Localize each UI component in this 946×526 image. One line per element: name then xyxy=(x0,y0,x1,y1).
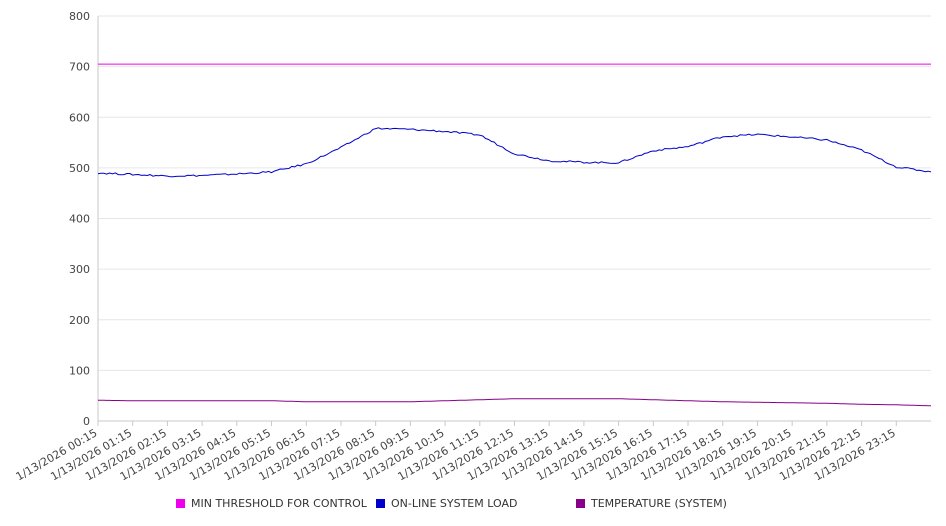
y-tick-label: 600 xyxy=(69,111,90,124)
x-tick-labels: 1/13/2026 00:151/13/2026 01:151/13/2026 … xyxy=(14,426,898,483)
legend-item-min-threshold[interactable]: MIN THRESHOLD FOR CONTROL xyxy=(176,497,367,510)
legend-swatch-online-system-load xyxy=(376,499,385,508)
axes xyxy=(97,16,931,426)
y-tick-label: 700 xyxy=(69,61,90,74)
y-tick-labels: 0 100 200 300 400 500 600 700 800 xyxy=(69,10,90,428)
y-tick-label: 0 xyxy=(83,415,90,428)
legend-item-temperature[interactable]: TEMPERATURE (SYSTEM) xyxy=(576,497,727,510)
series-line-on-line-system-load xyxy=(97,127,932,178)
series-lines xyxy=(97,63,932,407)
legend-label-online-system-load: ON-LINE SYSTEM LOAD xyxy=(391,497,518,510)
grid-lines xyxy=(98,15,931,371)
y-tick-label: 200 xyxy=(69,314,90,327)
legend: MIN THRESHOLD FOR CONTROL ON-LINE SYSTEM… xyxy=(0,497,946,515)
legend-label-min-threshold: MIN THRESHOLD FOR CONTROL xyxy=(191,497,367,510)
y-tick-label: 800 xyxy=(69,10,90,23)
y-tick-label: 400 xyxy=(69,213,90,226)
legend-swatch-temperature xyxy=(576,499,585,508)
y-tick-label: 100 xyxy=(69,364,90,377)
legend-label-temperature: TEMPERATURE (SYSTEM) xyxy=(591,497,727,510)
series-line-temperature-system xyxy=(97,398,932,407)
y-tick-label: 500 xyxy=(69,162,90,175)
legend-swatch-min-threshold xyxy=(176,499,185,508)
legend-item-online-system-load[interactable]: ON-LINE SYSTEM LOAD xyxy=(376,497,517,510)
y-tick-label: 300 xyxy=(69,263,90,276)
